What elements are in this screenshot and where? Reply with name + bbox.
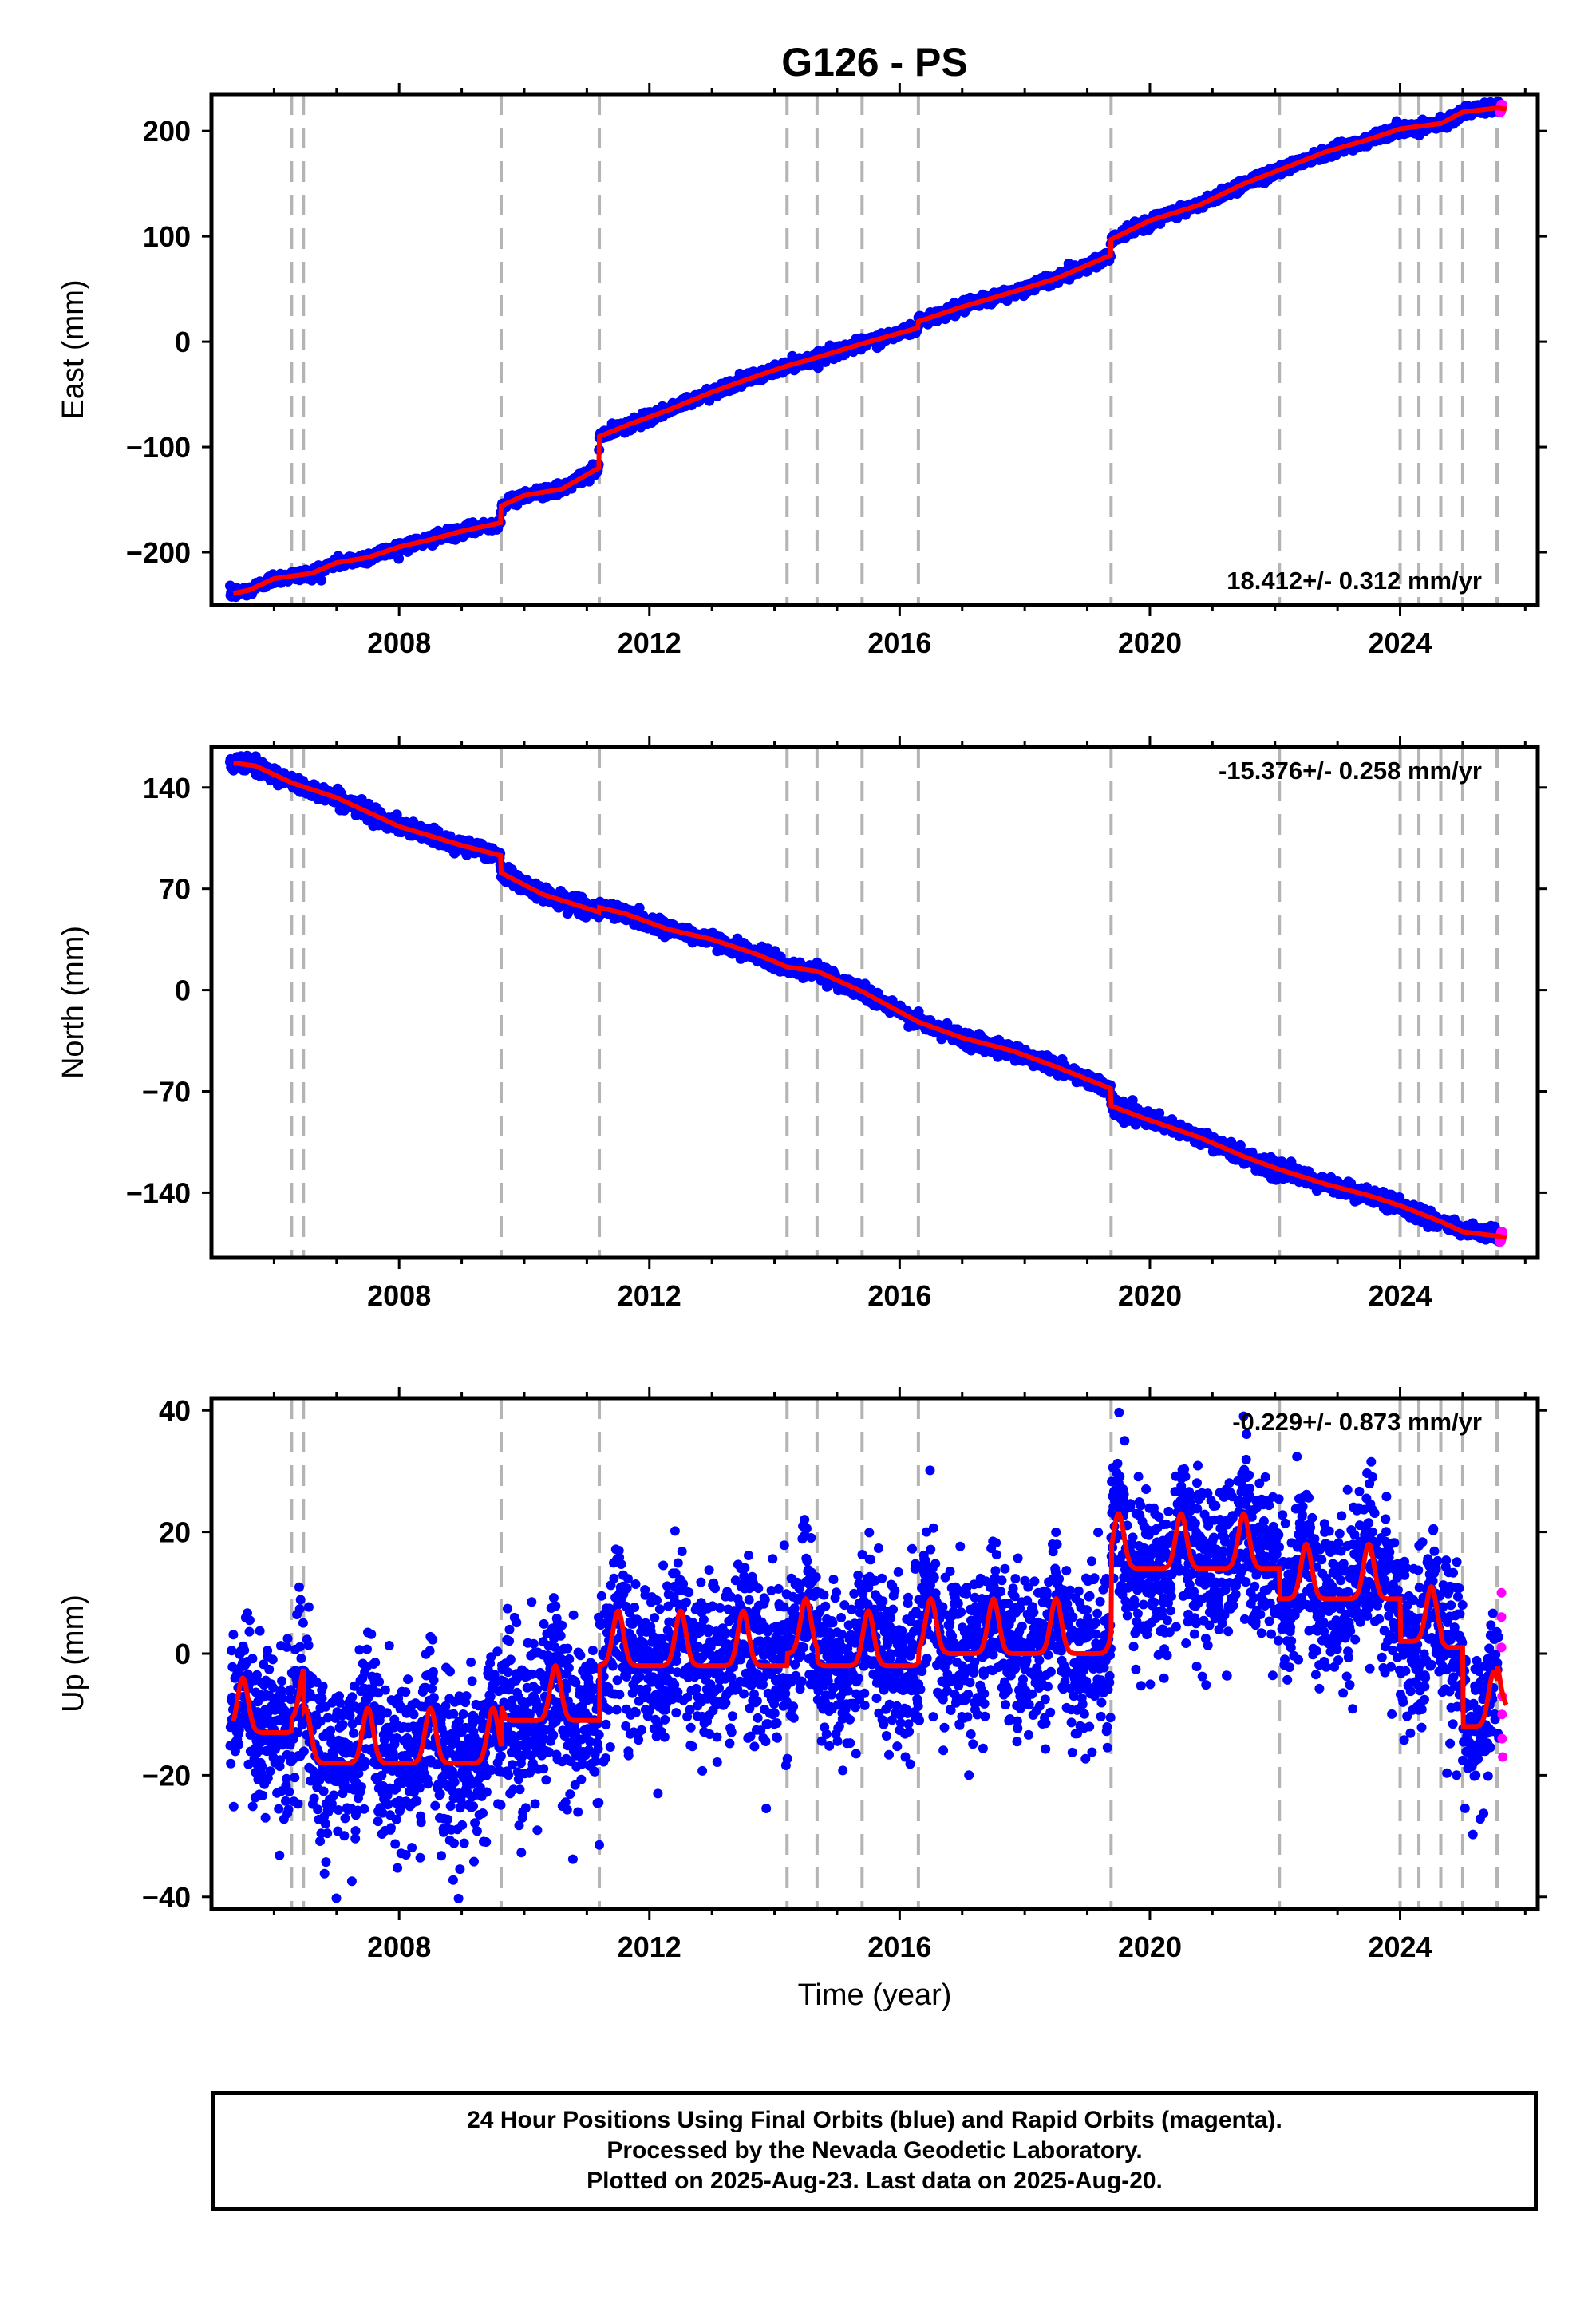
y-tick-label: 0 <box>175 326 191 358</box>
model-line <box>232 105 1507 596</box>
y-tick-label: 200 <box>143 115 191 148</box>
event-lines <box>290 747 1499 1258</box>
x-tick-label: 2020 <box>1118 626 1182 659</box>
y-axis-label: East (mm) <box>57 279 90 419</box>
data-point <box>316 575 327 586</box>
rate-label: 18.412+/- 0.312 mm/yr <box>1227 567 1482 595</box>
panel-east: −200 −100 0 100 200 2008 2012 2016 2020 2024 East … <box>57 83 1547 659</box>
data-point <box>393 553 405 564</box>
x-tick-label: 2024 <box>1368 626 1432 659</box>
plot-frame <box>209 92 1540 607</box>
y-tick-label: −100 <box>126 431 191 464</box>
panels: −200 −100 0 100 200 2008 2012 2016 2020 2024 East … <box>57 83 1547 1963</box>
y-tick-label: 100 <box>143 220 191 253</box>
final-orbit-points <box>225 750 1504 1247</box>
final-orbit-points <box>225 96 1504 603</box>
chart-title: G126 - PS <box>781 40 967 85</box>
x-tick-label: 2016 <box>867 626 931 659</box>
x-tick-label: 2008 <box>367 626 431 659</box>
y-tick-label: −200 <box>126 536 191 569</box>
x-tick-label: 2012 <box>618 626 681 659</box>
